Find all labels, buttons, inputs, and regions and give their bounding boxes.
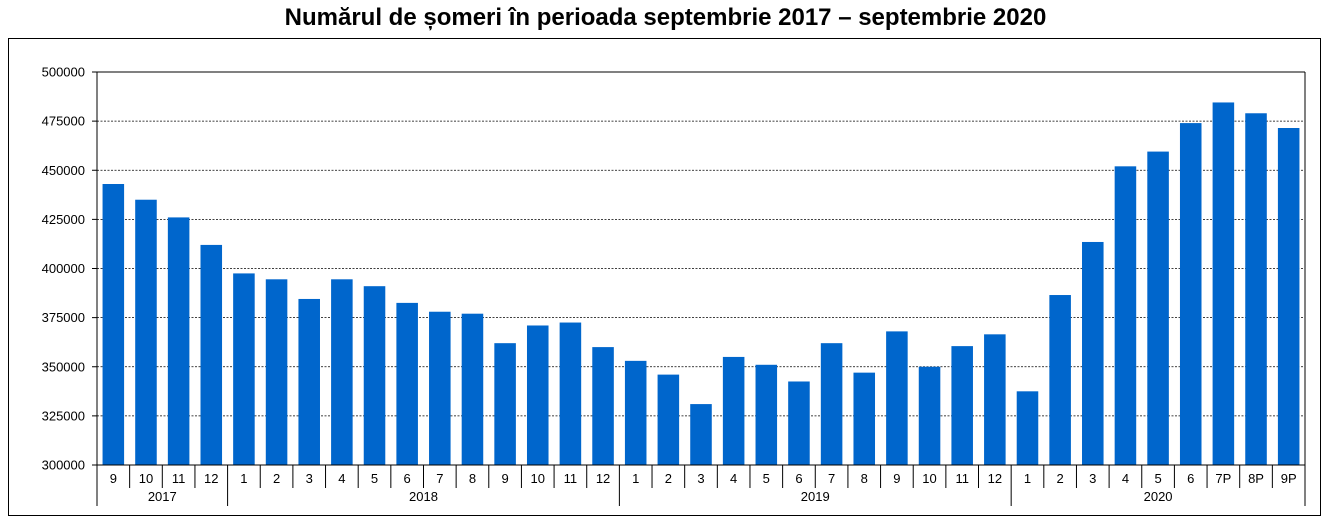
year-label: 2019: [801, 489, 830, 504]
y-tick-label: 500000: [42, 65, 85, 80]
bar: [886, 331, 908, 465]
bar: [429, 311, 451, 465]
bar: [298, 298, 320, 465]
x-tick-label: 5: [763, 471, 770, 486]
bar: [396, 302, 418, 465]
bar: [755, 364, 778, 465]
chart-frame: [8, 38, 1321, 516]
x-tick-label: 5: [1154, 471, 1161, 486]
x-tick-label: 3: [697, 471, 704, 486]
x-tick-label: 11: [564, 471, 578, 486]
x-tick-label: 8P: [1248, 471, 1264, 486]
x-tick-label: 3: [1089, 471, 1096, 486]
x-tick-label: 7: [436, 471, 443, 486]
year-label: 2018: [409, 489, 438, 504]
bar: [1082, 241, 1104, 465]
x-tick-label: 9: [501, 471, 508, 486]
x-tick-label: 9: [893, 471, 900, 486]
bar: [984, 334, 1006, 465]
bar: [624, 360, 647, 465]
y-tick-label: 375000: [42, 310, 85, 325]
x-tick-label: 7: [828, 471, 835, 486]
x-tick-label: 6: [1187, 471, 1194, 486]
x-tick-label: 11: [955, 471, 969, 486]
x-tick-label: 1: [240, 471, 247, 486]
y-tick-label: 425000: [42, 212, 85, 227]
bar: [526, 325, 549, 465]
bar: [1049, 295, 1071, 465]
x-tick-label: 10: [922, 471, 936, 486]
bar: [1147, 151, 1169, 465]
x-tick-label: 2: [273, 471, 280, 486]
bar: [820, 343, 843, 465]
y-tick-label: 300000: [42, 458, 85, 473]
x-tick-label: 6: [404, 471, 411, 486]
bar: [200, 244, 223, 465]
x-tick-label: 3: [306, 471, 313, 486]
y-tick-label: 450000: [42, 163, 85, 178]
x-tick-label: 6: [795, 471, 802, 486]
y-tick-label: 325000: [42, 408, 85, 423]
bar: [167, 217, 190, 465]
x-tick-label: 12: [988, 471, 1002, 486]
x-tick-label: 4: [1122, 471, 1129, 486]
x-tick-label: 2: [665, 471, 672, 486]
x-tick-label: 8: [861, 471, 868, 486]
x-tick-label: 4: [338, 471, 345, 486]
y-tick-label: 475000: [42, 114, 85, 129]
bar: [494, 343, 516, 465]
x-tick-label: 11: [172, 471, 186, 486]
bar: [657, 374, 680, 465]
bar: [102, 184, 125, 465]
x-tick-label: 12: [596, 471, 610, 486]
bar: [1245, 113, 1267, 465]
bar: [363, 286, 386, 465]
bar: [1277, 128, 1300, 465]
bar: [135, 199, 157, 465]
bar: [559, 322, 582, 465]
bar: [951, 346, 973, 465]
bar: [918, 366, 941, 465]
year-label: 2020: [1144, 489, 1173, 504]
x-tick-label: 10: [139, 471, 153, 486]
bar: [690, 404, 712, 465]
bar: [1179, 123, 1202, 465]
x-tick-label: 1: [632, 471, 639, 486]
bar: [1212, 102, 1235, 466]
x-tick-label: 7P: [1215, 471, 1231, 486]
bar: [265, 279, 288, 465]
bar: [853, 372, 876, 465]
bar: [722, 356, 745, 465]
x-tick-label: 4: [730, 471, 737, 486]
bar: [1016, 391, 1039, 465]
y-tick-label: 400000: [42, 261, 85, 276]
x-tick-label: 12: [204, 471, 218, 486]
x-tick-label: 9: [110, 471, 117, 486]
bar: [331, 279, 353, 465]
year-label: 2017: [148, 489, 177, 504]
x-tick-label: 8: [469, 471, 476, 486]
bar: [592, 347, 614, 465]
x-tick-label: 9P: [1281, 471, 1297, 486]
x-tick-label: 5: [371, 471, 378, 486]
x-tick-label: 10: [531, 471, 545, 486]
chart-title: Numărul de șomeri în perioada septembrie…: [284, 4, 1047, 31]
x-tick-label: 2: [1057, 471, 1064, 486]
bar: [233, 273, 255, 465]
x-tick-label: 1: [1024, 471, 1031, 486]
bar: [788, 381, 810, 465]
bar: [1114, 166, 1137, 465]
bar: [461, 313, 484, 465]
y-tick-label: 350000: [42, 359, 85, 374]
